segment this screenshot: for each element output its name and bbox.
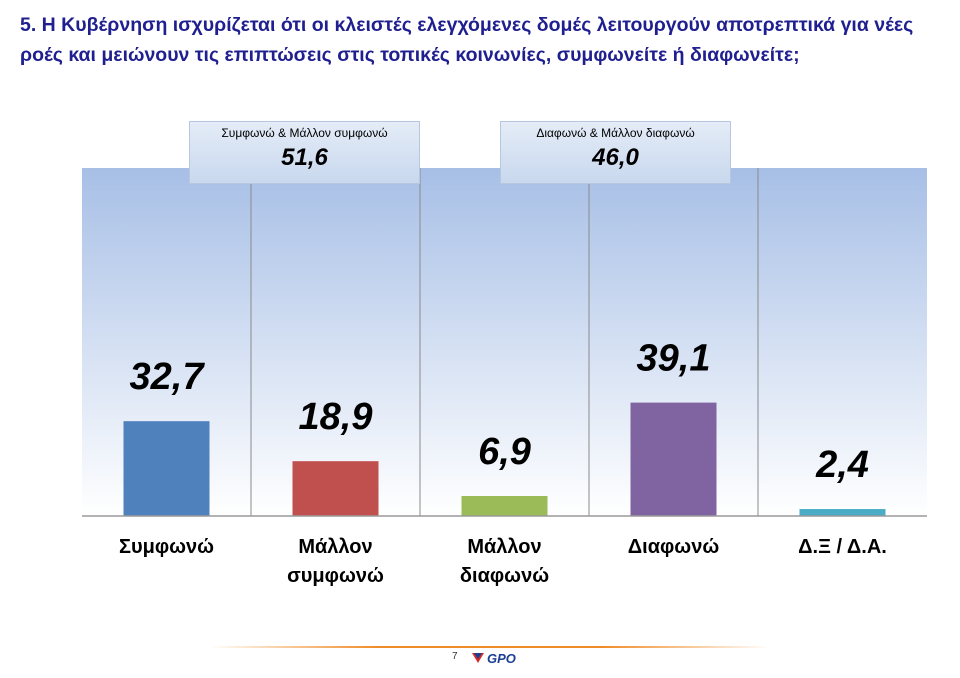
- category-label: Διαφωνώ: [628, 536, 720, 558]
- footer-line: [210, 646, 770, 648]
- bar: [461, 495, 548, 516]
- bar: [123, 421, 210, 516]
- data-label: 18,9: [299, 396, 373, 438]
- question-title: 5. Η Κυβέρνηση ισχυρίζεται ότι οι κλειστ…: [20, 14, 914, 66]
- data-label: 6,9: [478, 431, 531, 473]
- data-label: 39,1: [637, 338, 711, 380]
- bar: [292, 461, 379, 516]
- summary-disagree-box: Διαφωνώ & Μάλλον διαφωνώ 46,0: [500, 121, 731, 184]
- summary-disagree-value: 46,0: [592, 144, 639, 171]
- data-label: 2,4: [815, 444, 869, 486]
- category-label: συμφωνώ: [287, 565, 384, 587]
- summary-agree-box: Συμφωνώ & Μάλλον συμφωνώ 51,6: [189, 121, 420, 184]
- plot-background: [82, 168, 927, 516]
- summary-agree-value: 51,6: [281, 144, 328, 171]
- data-label: 32,7: [130, 356, 206, 398]
- logo-text: GPO: [487, 651, 516, 666]
- bar: [799, 509, 886, 516]
- category-label: Συμφωνώ: [119, 536, 214, 558]
- category-label: Μάλλον: [298, 536, 372, 558]
- page-number: 7: [452, 651, 458, 662]
- gpo-logo: GPO: [472, 651, 516, 666]
- category-label: Δ.Ξ / Δ.Α.: [798, 536, 887, 558]
- bar: [630, 402, 717, 516]
- category-label: διαφωνώ: [460, 565, 549, 587]
- summary-agree-label: Συμφωνώ & Μάλλον συμφωνώ: [221, 126, 388, 140]
- summary-disagree-label: Διαφωνώ & Μάλλον διαφωνώ: [536, 126, 695, 140]
- category-label: Μάλλον: [467, 536, 541, 558]
